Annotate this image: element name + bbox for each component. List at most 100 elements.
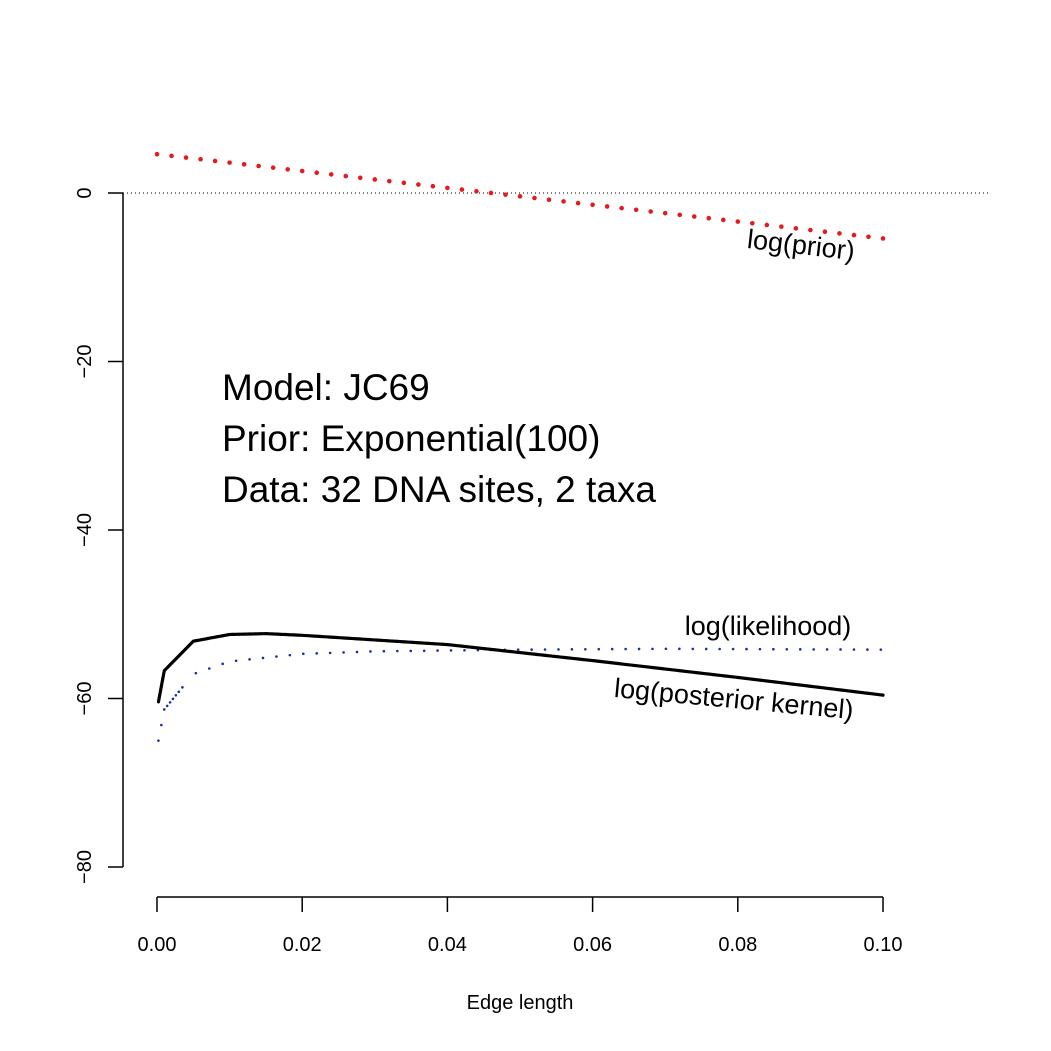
prior-point: [517, 194, 523, 199]
likelihood-point: [866, 648, 869, 651]
prior-point: [793, 226, 799, 231]
likelihood-point: [691, 647, 695, 651]
prior-point: [750, 220, 755, 226]
prior-point: [285, 167, 290, 172]
likelihood-point: [664, 647, 668, 651]
likelihood-point: [852, 648, 856, 651]
prior-point: [372, 177, 378, 182]
prior-point: [546, 197, 552, 202]
prior-point: [590, 202, 595, 208]
prior-point: [459, 187, 465, 192]
likelihood-point: [396, 649, 399, 653]
likelihood-point: [879, 648, 883, 651]
likelihood-point: [177, 690, 181, 694]
likelihood-point: [342, 651, 345, 654]
likelihood-point: [207, 667, 211, 670]
likelihood-point: [758, 647, 762, 651]
prior-point: [227, 160, 232, 165]
likelihood-point: [449, 649, 453, 652]
prior-point: [808, 227, 813, 233]
likelihood-point: [301, 652, 305, 656]
y-tick-label: −40: [74, 513, 96, 547]
likelihood-point: [812, 648, 815, 651]
series-log-posterior-kernel: [156, 632, 885, 704]
likelihood-point: [409, 649, 413, 653]
likelihood-point: [422, 649, 426, 653]
likelihood-point: [165, 704, 169, 708]
prior-point: [488, 190, 494, 196]
x-tick-label: 0.04: [428, 934, 467, 956]
x-axis-label: Edge length: [467, 992, 574, 1014]
likelihood-point: [718, 647, 721, 651]
prior-point: [328, 172, 334, 177]
likelihood-point: [557, 648, 560, 651]
prior-point: [691, 214, 697, 219]
likelihood-point: [369, 650, 372, 653]
likelihood-point: [275, 655, 278, 658]
prior-point: [575, 200, 581, 206]
prior-point: [779, 224, 784, 229]
prior-point: [851, 232, 857, 238]
likelihood-point: [328, 651, 332, 655]
likelihood-point: [162, 708, 166, 711]
likelihood-point: [825, 648, 829, 651]
prior-point: [764, 222, 770, 228]
likelihood-point: [678, 647, 681, 651]
prior-point: [604, 204, 610, 209]
likelihood-point: [772, 647, 775, 651]
prior-point: [720, 217, 726, 223]
prior-point: [343, 173, 349, 179]
likelihood-point: [651, 647, 654, 651]
series-label-log-prior: log(prior): [746, 224, 857, 266]
prior-point: [561, 199, 566, 204]
likelihood-point: [171, 697, 175, 701]
prior-point: [241, 162, 247, 167]
x-tick-label: 0.10: [864, 934, 903, 956]
likelihood-point: [731, 647, 735, 651]
x-tick-label: 0.00: [138, 934, 177, 956]
likelihood-point: [157, 739, 160, 742]
prior-point: [183, 155, 189, 160]
likelihood-point: [355, 650, 359, 654]
likelihood-point: [234, 659, 238, 663]
likelihood-point: [261, 656, 265, 660]
axes: 0 −20 −40 −60 −80 0.00 0.02 0.04 0.06 0.08 0.10 Edg…: [74, 187, 902, 1014]
likelihood-point: [624, 647, 627, 651]
prior-point: [430, 183, 436, 189]
likelihood-point: [168, 701, 172, 704]
annotation-line: Model: JC69: [222, 367, 430, 408]
y-tick-label: −60: [74, 682, 96, 716]
series-label-log-likelihood: log(likelihood): [685, 611, 852, 641]
likelihood-point: [637, 647, 641, 651]
prior-point: [474, 188, 479, 194]
series-log-prior: [154, 151, 886, 241]
likelihood-point: [530, 648, 533, 651]
prior-point: [270, 165, 276, 170]
likelihood-point: [745, 647, 748, 651]
prior-point: [648, 209, 653, 214]
likelihood-point: [288, 653, 292, 657]
prior-point: [299, 168, 305, 174]
likelihood-point: [839, 648, 842, 651]
y-tick-label: −20: [74, 345, 96, 379]
prior-point: [198, 156, 203, 162]
likelihood-point: [248, 658, 251, 661]
likelihood-point: [610, 647, 614, 651]
series-label-log-posterior-kernel: log(posterior kernel): [613, 673, 855, 725]
likelihood-point: [194, 671, 198, 675]
prior-point: [387, 178, 392, 184]
annotation-line: Prior: Exponential(100): [222, 418, 600, 459]
likelihood-point: [463, 648, 466, 652]
likelihood-point: [798, 648, 802, 651]
prior-point: [169, 153, 174, 159]
prior-point: [532, 195, 537, 201]
prior-point: [706, 215, 712, 221]
prior-point: [837, 231, 842, 236]
likelihood-point: [436, 649, 439, 652]
prior-point: [677, 212, 683, 218]
likelihood-point: [570, 648, 574, 651]
x-tick-label: 0.02: [283, 934, 322, 956]
prior-point: [256, 163, 261, 169]
prior-point: [633, 207, 639, 213]
